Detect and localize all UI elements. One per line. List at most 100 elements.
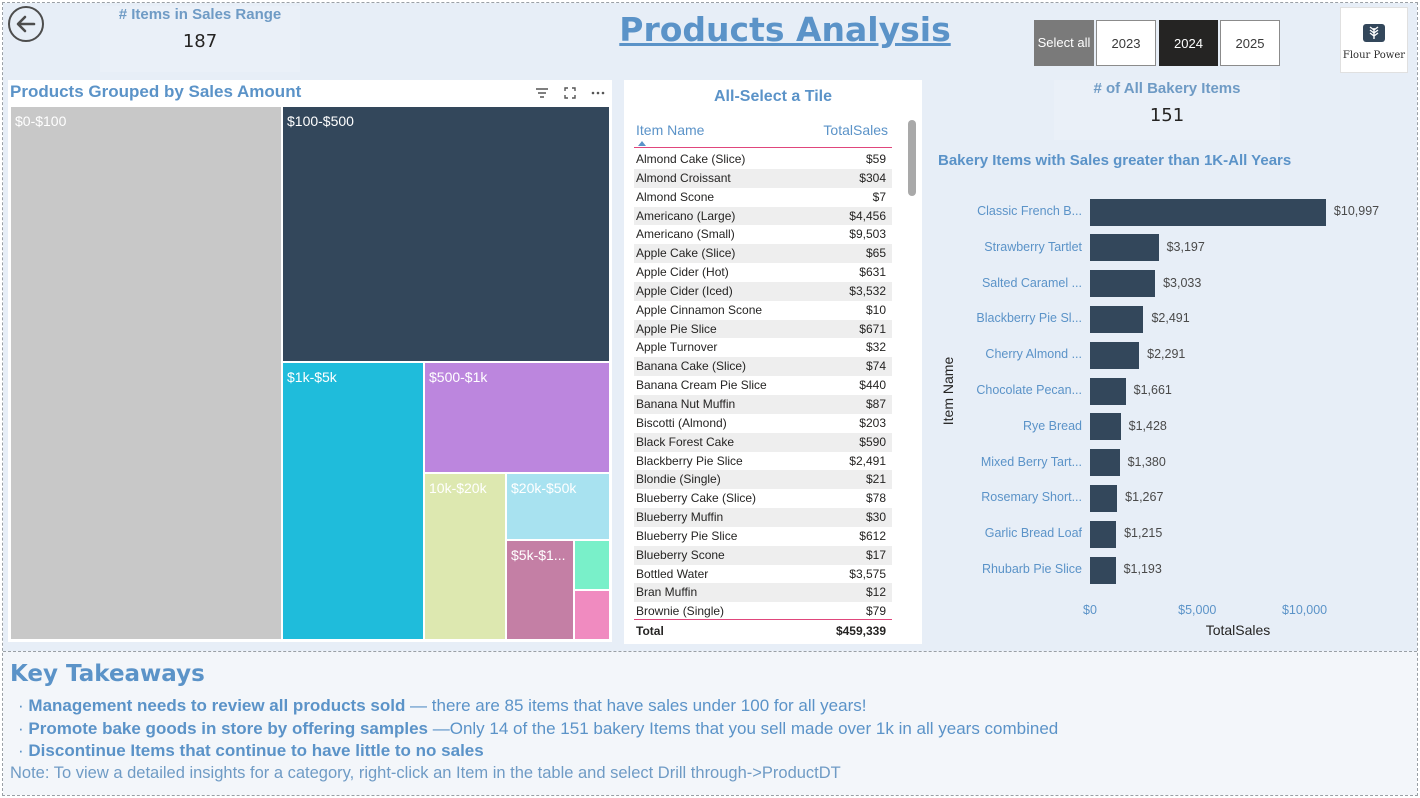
cell-total-sales: $671 bbox=[859, 321, 886, 336]
table-row[interactable]: Blueberry Cake (Slice) $78 bbox=[634, 489, 892, 508]
bar[interactable] bbox=[1090, 413, 1121, 441]
slicer-select-all[interactable]: Select all bbox=[1034, 20, 1094, 66]
cell-total-sales: $590 bbox=[859, 434, 886, 449]
bar-value-label: $3,197 bbox=[1166, 239, 1205, 254]
table-row[interactable]: Banana Cake (Slice) $74 bbox=[634, 357, 892, 377]
filter-icon[interactable] bbox=[534, 85, 550, 101]
table-row[interactable]: Americano (Large) $4,456 bbox=[634, 206, 892, 226]
takeaway-bold: Discontinue Items that continue to have … bbox=[28, 741, 484, 760]
column-header-total-sales[interactable]: TotalSales bbox=[823, 122, 888, 138]
table-row[interactable]: Apple Cider (Hot) $631 bbox=[634, 263, 892, 282]
table-row[interactable]: Black Forest Cake $590 bbox=[634, 432, 892, 452]
takeaway-item: · Promote bake goods in store by offerin… bbox=[18, 719, 1058, 739]
cell-total-sales: $59 bbox=[865, 152, 886, 166]
table-row[interactable]: Bran Muffin $12 bbox=[634, 583, 892, 603]
bar[interactable] bbox=[1090, 270, 1156, 298]
bar[interactable] bbox=[1090, 556, 1116, 584]
cell-item-name: Blueberry Muffin bbox=[636, 510, 724, 525]
takeaways-title: Key Takeaways bbox=[10, 661, 205, 687]
cell-total-sales: $87 bbox=[865, 396, 886, 411]
wheat-icon bbox=[1363, 23, 1385, 42]
treemap-tile-100-500[interactable]: $100-$500 bbox=[282, 106, 610, 362]
kpi-value: 151 bbox=[1149, 105, 1185, 126]
cell-total-sales: $78 bbox=[865, 491, 886, 506]
sort-ascending-icon bbox=[638, 141, 646, 146]
table-row[interactable]: Blueberry Muffin $30 bbox=[634, 508, 892, 527]
bullet: · bbox=[18, 719, 24, 738]
table-row[interactable]: Blackberry Pie Slice $2,491 bbox=[634, 452, 892, 471]
more-options-icon[interactable] bbox=[590, 85, 606, 101]
table-row[interactable]: Almond Scone $7 bbox=[634, 188, 892, 207]
treemap-tile-5k-10k[interactable]: $5k-$1... bbox=[506, 540, 574, 640]
table-row[interactable]: Apple Turnover $32 bbox=[634, 338, 892, 357]
table-row[interactable]: Banana Nut Muffin $87 bbox=[634, 394, 892, 414]
table-row[interactable]: Brownie (Single) $79 bbox=[634, 602, 892, 621]
bar[interactable] bbox=[1090, 520, 1117, 548]
cell-item-name: Bran Muffin bbox=[636, 585, 698, 600]
cell-item-name: Banana Cream Pie Slice bbox=[636, 378, 767, 393]
treemap-tile-20k-50k[interactable]: $20k-$50k bbox=[506, 473, 610, 540]
table-row[interactable]: Bottled Water $3,575 bbox=[634, 565, 892, 584]
takeaway-item: · Management needs to review all product… bbox=[18, 696, 866, 716]
column-header-item-name[interactable]: Item Name bbox=[636, 122, 705, 138]
cell-item-name: Banana Cake (Slice) bbox=[636, 359, 747, 374]
category-label: Blackberry Pie Sl... bbox=[976, 311, 1082, 326]
table-row[interactable]: Apple Cake (Slice) $65 bbox=[634, 244, 892, 264]
table-row[interactable]: Americano (Small) $9,503 bbox=[634, 225, 892, 244]
back-button[interactable] bbox=[8, 6, 44, 42]
table-row[interactable]: Apple Cider (Iced) $3,532 bbox=[634, 281, 892, 301]
cell-item-name: Brownie (Single) bbox=[636, 604, 725, 619]
table-scrollbar[interactable] bbox=[908, 120, 916, 196]
cell-item-name: Americano (Small) bbox=[636, 227, 735, 242]
cell-item-name: Apple Turnover bbox=[636, 340, 718, 355]
bar-chart-title: Bakery Items with Sales greater than 1K-… bbox=[938, 152, 1292, 169]
cell-total-sales: $17 bbox=[865, 547, 886, 562]
takeaway-bold: Management needs to review all products … bbox=[28, 696, 406, 715]
table-row[interactable]: Banana Cream Pie Slice $440 bbox=[634, 376, 892, 395]
cell-item-name: Blueberry Cake (Slice) bbox=[636, 491, 757, 506]
bar[interactable] bbox=[1090, 377, 1126, 405]
slicer-2023[interactable]: 2023 bbox=[1096, 20, 1156, 66]
treemap-tile-500-1k[interactable]: $500-$1k bbox=[424, 362, 610, 473]
page-title: Products Analysis bbox=[619, 10, 951, 49]
bar[interactable] bbox=[1090, 449, 1120, 477]
slicer-2025[interactable]: 2025 bbox=[1220, 20, 1280, 66]
treemap-tile-1k-5k[interactable]: $1k-$5k bbox=[282, 362, 424, 640]
treemap-visual: Products Grouped by Sales Amount $0-$100… bbox=[8, 80, 612, 642]
cell-item-name: Blueberry Pie Slice bbox=[636, 528, 738, 543]
cell-total-sales: $7 bbox=[872, 189, 886, 204]
focus-mode-icon[interactable] bbox=[562, 85, 578, 101]
table-header: Item Name TotalSales bbox=[634, 120, 892, 148]
table-row[interactable]: Biscotti (Almond) $203 bbox=[634, 414, 892, 433]
bar[interactable] bbox=[1090, 198, 1326, 226]
bar[interactable] bbox=[1090, 234, 1159, 262]
bar[interactable] bbox=[1090, 305, 1144, 333]
table-row[interactable]: Blondie (Single) $21 bbox=[634, 470, 892, 490]
table-row[interactable]: Almond Cake (Slice) $59 bbox=[634, 150, 892, 169]
x-tick-label: $0 bbox=[1083, 603, 1097, 617]
treemap-tile-small-pink[interactable] bbox=[574, 590, 610, 640]
category-label: Rhubarb Pie Slice bbox=[981, 562, 1082, 576]
cell-total-sales: $612 bbox=[859, 528, 886, 543]
table-row[interactable]: Apple Cinnamon Scone $10 bbox=[634, 301, 892, 320]
bar[interactable] bbox=[1090, 341, 1140, 369]
cell-item-name: Apple Pie Slice bbox=[636, 321, 717, 336]
bar[interactable] bbox=[1090, 484, 1118, 512]
takeaway-text: — there are 85 items that have sales und… bbox=[405, 696, 867, 715]
table-row[interactable]: Almond Croissant $304 bbox=[634, 168, 892, 188]
treemap-tile-10k-20k[interactable]: 10k-$20k bbox=[424, 473, 506, 640]
treemap-tile-small-green[interactable] bbox=[574, 540, 610, 590]
table-row[interactable]: Apple Pie Slice $671 bbox=[634, 319, 892, 339]
treemap-title: Products Grouped by Sales Amount bbox=[10, 82, 302, 101]
cell-total-sales: $9,503 bbox=[849, 227, 886, 242]
cell-item-name: Almond Croissant bbox=[636, 170, 731, 185]
kpi-value: 187 bbox=[182, 31, 218, 52]
cell-item-name: Bottled Water bbox=[636, 566, 709, 581]
kpi-label: # of All Bakery Items bbox=[1093, 80, 1241, 97]
treemap-tile-0-100[interactable]: $0-$100 bbox=[10, 106, 282, 640]
slicer-2024[interactable]: 2024 bbox=[1159, 20, 1218, 66]
visual-header-icons bbox=[534, 85, 606, 101]
table-body: Almond Cake (Slice) $59 Almond Croissant $3… bbox=[634, 150, 892, 621]
table-row[interactable]: Blueberry Pie Slice $612 bbox=[634, 527, 892, 546]
table-row[interactable]: Blueberry Scone $17 bbox=[634, 545, 892, 565]
